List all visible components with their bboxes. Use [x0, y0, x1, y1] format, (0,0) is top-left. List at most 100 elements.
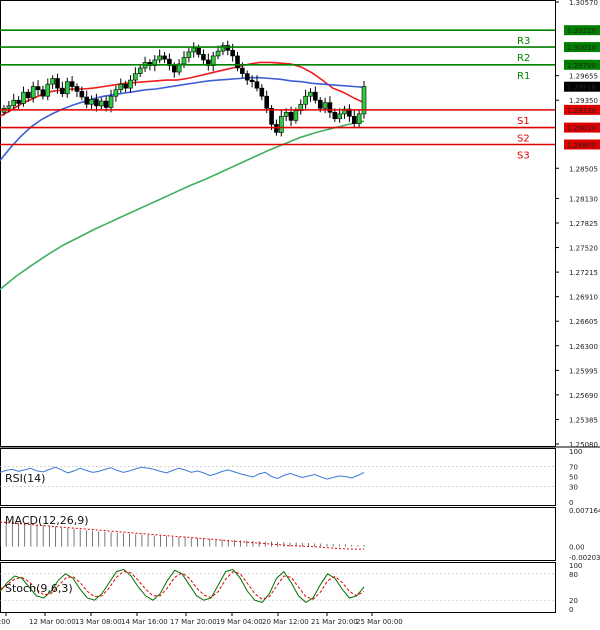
candle-body [215, 50, 221, 57]
candle-body [26, 91, 31, 99]
candle-body [133, 73, 138, 81]
candle-body [118, 83, 124, 91]
level-tag-r3 [564, 25, 600, 36]
candle-body [317, 99, 323, 109]
moving-average-line [0, 120, 365, 291]
candle-body [240, 67, 245, 74]
macd-title: MACD(12,26,9) [5, 514, 89, 527]
level-name-s3: S3 [517, 151, 530, 162]
candle-body [342, 108, 347, 115]
candle-body [152, 59, 158, 66]
rsi-tick-label: 70 [569, 463, 578, 471]
candle-body [298, 103, 304, 111]
rsi-tick-label: 50 [569, 474, 578, 482]
candle-body [264, 95, 270, 109]
candle-body [274, 124, 279, 133]
rsi-panel: 100 70 50 30 0 [0, 448, 582, 507]
candle-body [45, 83, 51, 97]
candle-body [181, 57, 187, 65]
candle-body [55, 78, 60, 89]
level-tag-r2 [564, 42, 600, 53]
current-price-value: 1.29518 [567, 84, 596, 92]
candle-body [249, 79, 255, 83]
candle-body [356, 113, 362, 124]
candle-body [278, 116, 284, 133]
level-value-r3: 1.30220 [567, 27, 596, 35]
candle-body [40, 89, 46, 97]
candle-body [332, 111, 338, 120]
x-tick-label: 25 Mar 00:00 [356, 618, 403, 626]
candle-body [60, 87, 65, 95]
panel-border [0, 507, 556, 561]
stoch-title: Stoch(9,6,3) [5, 582, 73, 595]
x-tick-label: 16:00 [0, 618, 10, 626]
x-tick-label: 14 Mar 16:00 [121, 618, 168, 626]
level-name-s1: S1 [517, 116, 530, 127]
candle-body [308, 91, 313, 97]
y-tick-label: 1.29350 [569, 97, 598, 105]
candle-body [347, 108, 352, 117]
level-value-s2: 1.29010 [567, 125, 596, 133]
candle-body [210, 55, 216, 66]
stoch-tick-label: 20 [569, 597, 578, 605]
y-tick-label: 1.26605 [569, 318, 598, 326]
candle-body [322, 102, 328, 109]
candle-body [351, 116, 357, 124]
candle-body [220, 45, 226, 52]
candle-body [327, 102, 333, 113]
x-tick-label: 19 Mar 04:00 [216, 618, 263, 626]
y-tick-label: 1.27520 [569, 245, 598, 253]
level-value-s1: 1.29230 [567, 107, 596, 115]
y-tick-label: 1.26910 [569, 294, 598, 302]
level-tag-s2 [564, 122, 600, 133]
x-tick-label: 21 Mar 20:00 [311, 618, 358, 626]
candle-body [113, 89, 119, 97]
stoch-tick-label: 0 [569, 606, 573, 614]
level-name-r3: R3 [517, 36, 530, 47]
candle-body [269, 107, 274, 125]
candle-body [361, 86, 367, 115]
candle-body [21, 91, 26, 104]
candle-body [6, 105, 12, 109]
candle-body [313, 91, 318, 101]
candle-body [123, 83, 128, 89]
candle-body [186, 51, 192, 58]
candle-body [16, 99, 21, 104]
candle-body [191, 47, 197, 53]
panel-border [0, 448, 556, 506]
level-name-s2: S2 [517, 134, 530, 145]
y-tick-label: 1.26300 [569, 343, 598, 351]
macd-panel: 0.007164 0.00 -0.002039 [0, 507, 600, 562]
candle-body [254, 81, 260, 89]
candle-body [201, 54, 206, 61]
candle-body [103, 100, 109, 108]
candle-body [259, 87, 265, 97]
level-value-r2: 1.30010 [567, 44, 596, 52]
stoch-k-line [0, 568, 365, 604]
candle-body [244, 73, 250, 81]
candle-body [64, 81, 70, 95]
x-tick-label: 13 Mar 08:00 [75, 618, 122, 626]
candle-body [283, 111, 289, 117]
level-name-r2: R2 [517, 53, 530, 64]
candle-body [162, 55, 167, 60]
x-tick-label: 12 Mar 00:00 [29, 618, 76, 626]
rsi-line [0, 466, 365, 480]
candle-body [288, 111, 294, 121]
candle-body [84, 96, 90, 105]
candle-body [11, 99, 17, 107]
rsi-tick-label: 0 [569, 499, 573, 507]
candle-body [79, 91, 85, 98]
y-tick-label: 1.25995 [569, 367, 598, 375]
level-tag-s3 [564, 139, 600, 150]
candle-body [137, 67, 143, 74]
pivot-levels: 1.30220 R3 1.30010 R2 1.29790 R1 1.29230 S1 1.29… [0, 25, 600, 162]
price-axis: 1.30570 1.29655 1.29350 1.28505 1.28130 1.278… [555, 0, 598, 449]
candle-body [94, 99, 99, 107]
macd-tick-label: -0.002039 [569, 554, 600, 562]
